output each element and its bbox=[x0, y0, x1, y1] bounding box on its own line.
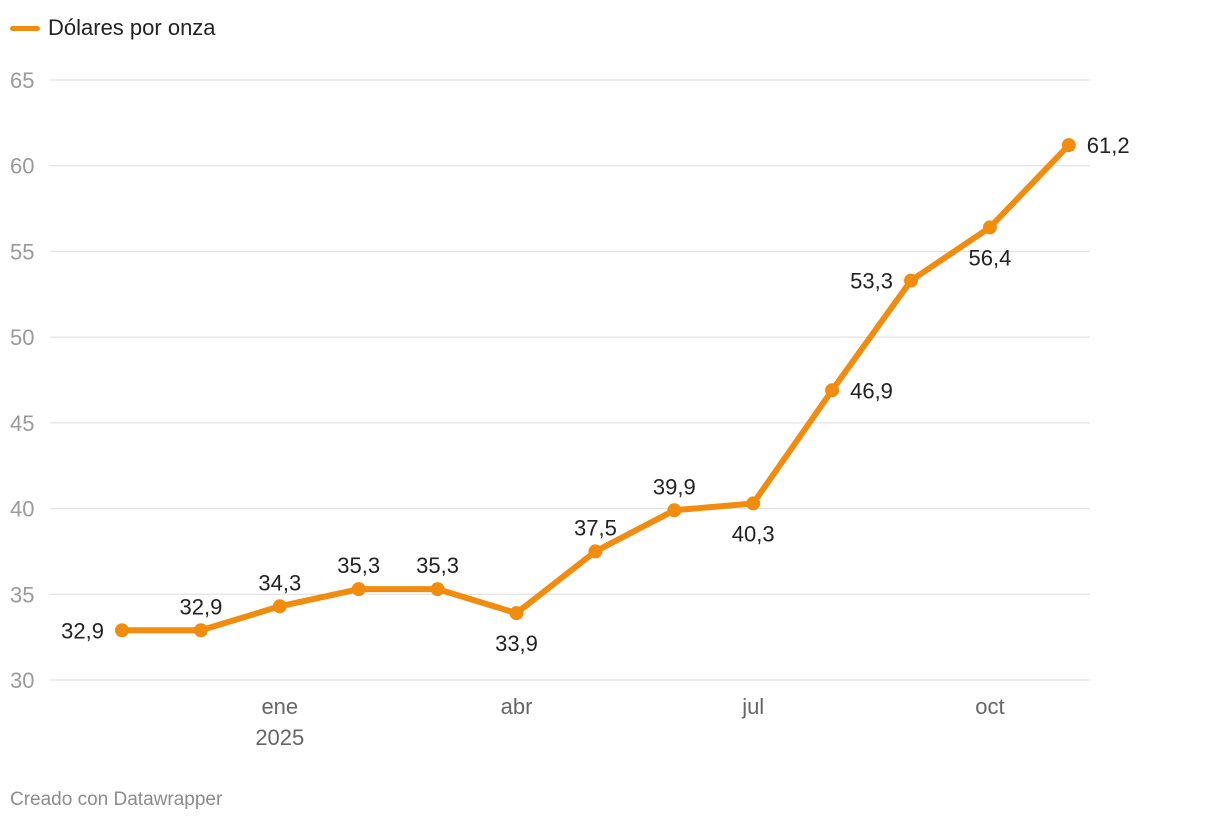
data-label-7: 39,9 bbox=[653, 474, 696, 499]
data-label-5: 33,9 bbox=[495, 631, 538, 656]
data-point-9 bbox=[825, 383, 840, 398]
y-tick-label-65: 65 bbox=[10, 68, 34, 93]
y-tick-label-45: 45 bbox=[10, 411, 34, 436]
x-tick-label-oct: oct bbox=[975, 694, 1004, 719]
data-point-0 bbox=[115, 623, 129, 638]
x-tick-sublabel-2025: 2025 bbox=[255, 725, 304, 750]
data-point-10 bbox=[904, 273, 918, 288]
data-point-7 bbox=[667, 503, 682, 518]
legend-swatch bbox=[10, 25, 40, 31]
data-label-3: 35,3 bbox=[337, 553, 380, 578]
data-label-4: 35,3 bbox=[416, 553, 459, 578]
data-point-5 bbox=[509, 606, 524, 621]
data-point-12 bbox=[1061, 138, 1076, 153]
y-tick-label-60: 60 bbox=[10, 154, 34, 179]
y-tick-label-50: 50 bbox=[10, 325, 34, 350]
data-label-1: 32,9 bbox=[179, 594, 222, 619]
data-point-11 bbox=[982, 220, 997, 235]
y-tick-label-30: 30 bbox=[10, 668, 34, 693]
y-tick-label-35: 35 bbox=[10, 582, 34, 607]
x-tick-label-jul: jul bbox=[741, 694, 764, 719]
data-label-12: 61,2 bbox=[1087, 133, 1130, 158]
x-tick-label-abr: abr bbox=[501, 694, 533, 719]
chart-legend: Dólares por onza bbox=[10, 14, 216, 42]
data-label-10: 53,3 bbox=[850, 269, 893, 294]
y-tick-label-55: 55 bbox=[10, 239, 34, 264]
data-label-9: 46,9 bbox=[850, 378, 893, 403]
data-label-8: 40,3 bbox=[732, 521, 775, 546]
data-point-1 bbox=[193, 623, 208, 638]
data-point-6 bbox=[588, 544, 603, 559]
x-tick-label-ene: ene bbox=[261, 694, 298, 719]
legend-label: Dólares por onza bbox=[48, 15, 216, 40]
data-point-8 bbox=[746, 496, 761, 511]
data-point-3 bbox=[351, 582, 366, 597]
data-label-6: 37,5 bbox=[574, 515, 617, 540]
footer-credit: Creado con Datawrapper bbox=[10, 789, 223, 810]
data-point-2 bbox=[272, 599, 287, 614]
data-label-11: 56,4 bbox=[968, 245, 1011, 270]
data-label-2: 34,3 bbox=[258, 570, 301, 595]
data-label-0: 32,9 bbox=[61, 618, 104, 643]
data-point-4 bbox=[430, 582, 445, 597]
y-tick-label-40: 40 bbox=[10, 497, 34, 522]
